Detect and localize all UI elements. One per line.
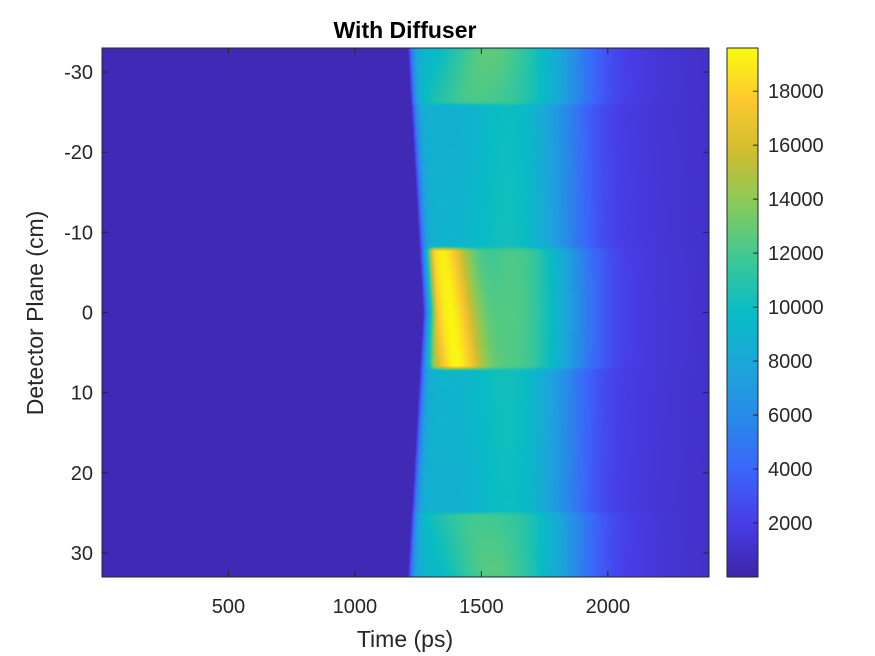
y-tick-label: 30 xyxy=(71,543,93,565)
x-tick-label: 1500 xyxy=(459,596,504,618)
colorbar-scale xyxy=(726,47,759,578)
y-axis: -30 -20 -10 0 10 20 30 xyxy=(64,62,709,565)
x-tick-label: 1000 xyxy=(333,596,378,618)
x-axis: 500 1000 1500 2000 xyxy=(212,48,630,618)
colorbar-tick-label: 2000 xyxy=(768,513,813,535)
y-tick-label: -20 xyxy=(64,142,93,164)
colorbar-tick-label: 4000 xyxy=(768,459,813,481)
heatmap-image xyxy=(102,48,709,577)
y-tick-label: 20 xyxy=(71,463,93,485)
x-tick-label: 2000 xyxy=(586,596,631,618)
colorbar: 2000 4000 6000 8000 10000 12000 14000 16000 1800… xyxy=(726,47,824,578)
y-tick-label: -10 xyxy=(64,222,93,244)
y-axis-title: Detector Plane (cm) xyxy=(22,211,48,416)
colorbar-tick-label: 8000 xyxy=(768,351,813,373)
colorbar-tick-label: 12000 xyxy=(768,243,824,265)
x-axis-title: Time (ps) xyxy=(357,626,453,652)
colorbar-tick-label: 14000 xyxy=(768,189,824,211)
colorbar-tick-label: 6000 xyxy=(768,405,813,427)
plot-area xyxy=(101,47,710,578)
y-tick-label: 10 xyxy=(71,383,93,405)
colorbar-tick-label: 16000 xyxy=(768,135,824,157)
x-tick-label: 500 xyxy=(212,596,245,618)
y-tick-label: 0 xyxy=(82,303,93,325)
colorbar-ticks: 2000 4000 6000 8000 10000 12000 14000 16000 1800… xyxy=(753,81,824,535)
y-tick-label: -30 xyxy=(64,62,93,84)
colorbar-tick-label: 18000 xyxy=(768,81,824,103)
colorbar-tick-label: 10000 xyxy=(768,297,824,319)
chart-title: With Diffuser xyxy=(334,17,477,43)
